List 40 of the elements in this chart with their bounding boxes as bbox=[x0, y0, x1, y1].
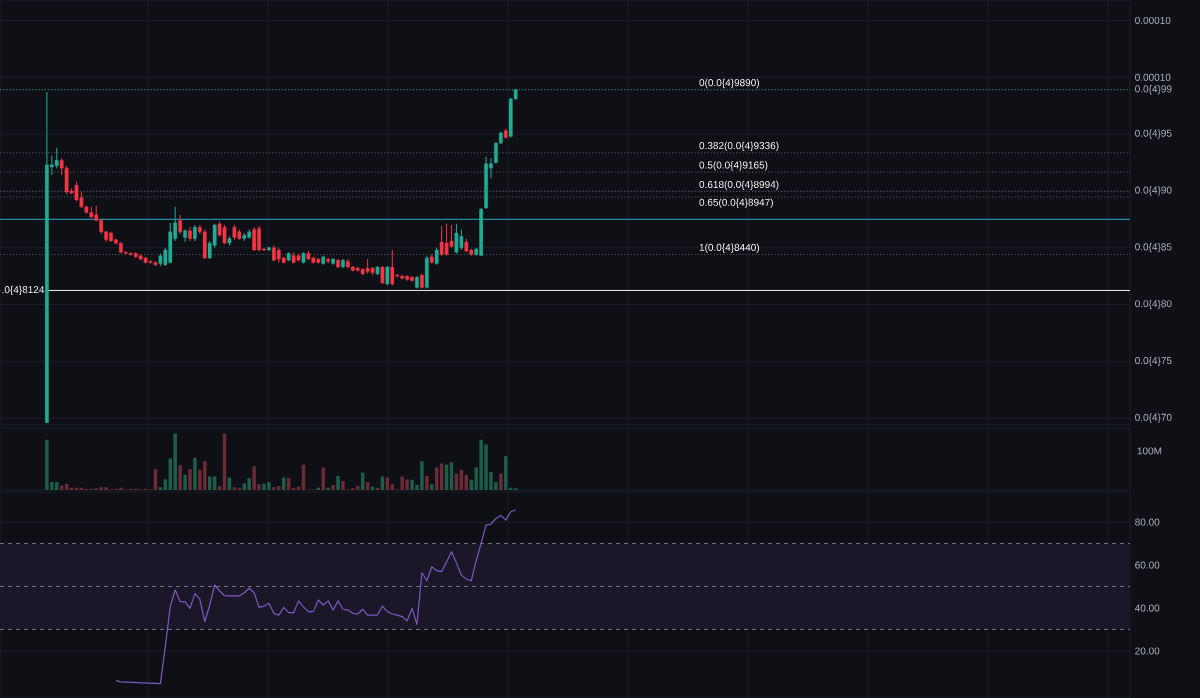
y-tick-label: 0.0{4}90 bbox=[1135, 186, 1172, 196]
bar bbox=[178, 465, 182, 490]
bar bbox=[232, 487, 237, 490]
bar bbox=[247, 478, 251, 490]
y-tick-label: 0.0{4}85 bbox=[1135, 243, 1172, 253]
bar bbox=[321, 467, 325, 490]
text: 100M bbox=[1137, 447, 1162, 455]
bar bbox=[331, 484, 335, 490]
candlestick bbox=[178, 214, 182, 235]
y-tick-label: 0.0{4}80 bbox=[1135, 299, 1172, 310]
ref-line-label: .0{4}8124 bbox=[2, 285, 45, 296]
y-tick-label: 0.0{4}99 bbox=[1135, 85, 1172, 95]
y-tick-label: 0.00010 bbox=[1135, 16, 1171, 24]
ref-line-label: 0.65(0.0{4}8947) bbox=[699, 198, 773, 208]
y-tick-label: 40.00 bbox=[1134, 604, 1160, 612]
y-tick-label: 20.00 bbox=[1135, 647, 1160, 655]
bar bbox=[336, 475, 340, 490]
y-tick-label: 0.0{4}70 bbox=[1135, 413, 1172, 423]
ref-line-label: 0.382(0.0{4}9336) bbox=[699, 141, 779, 152]
y-tick-label: 0.0{4}95 bbox=[1135, 129, 1172, 139]
y-tick-label: 0.0{4}75 bbox=[1135, 356, 1172, 367]
bar bbox=[390, 484, 395, 490]
bar bbox=[173, 433, 177, 490]
ref-line-label: 0.5(0.0{4}9165) bbox=[699, 161, 768, 171]
y-tick-label: 80.00 bbox=[1135, 518, 1160, 526]
bar bbox=[326, 487, 330, 490]
ref-line-label: 0(0.0{4}9890) bbox=[699, 78, 760, 89]
bar bbox=[158, 487, 163, 490]
ref-line-label: 1(0.0{4}8440) bbox=[699, 243, 760, 253]
y-tick-label: 0.00010 bbox=[1135, 73, 1171, 81]
y-tick-label: 60.00 bbox=[1135, 561, 1160, 569]
bar bbox=[430, 484, 434, 490]
bar bbox=[504, 456, 508, 490]
bar bbox=[59, 485, 64, 490]
ref-line-label: 0.618(0.0{4}8994) bbox=[699, 180, 779, 190]
bar bbox=[188, 469, 192, 490]
bar bbox=[183, 474, 187, 490]
bar bbox=[499, 473, 503, 490]
bar bbox=[193, 457, 197, 490]
bar bbox=[425, 475, 429, 490]
